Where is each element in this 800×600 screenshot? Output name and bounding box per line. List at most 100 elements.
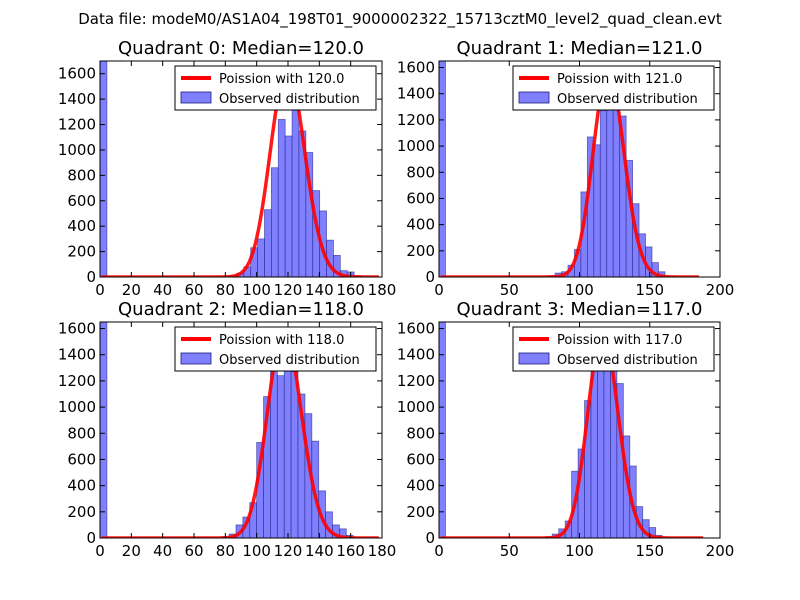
- x-tick-label: 60: [184, 281, 203, 299]
- x-tick-label: 0: [95, 542, 105, 560]
- y-tick-label: 0: [425, 529, 435, 547]
- legend-label-observed: Observed distribution: [219, 353, 360, 368]
- histogram-bar: [593, 144, 601, 277]
- histogram-bar: [338, 528, 347, 538]
- y-tick-label: 600: [406, 450, 435, 468]
- legend-bar-swatch: [518, 91, 550, 104]
- y-tick-label: 400: [67, 477, 96, 495]
- legend: Poission with 118.0 Observed distribution: [174, 326, 377, 372]
- x-tick-label: 40: [153, 542, 172, 560]
- y-tick-label: 800: [67, 424, 96, 442]
- x-tick-label: 140: [305, 542, 334, 560]
- y-tick-label: 0: [86, 529, 96, 547]
- y-tick-label: 1000: [58, 398, 96, 416]
- y-tick-label: 1000: [397, 137, 435, 155]
- legend-bar-swatch: [180, 352, 212, 365]
- poisson-curve: [101, 67, 380, 277]
- legend: Poission with 120.0 Observed distribution: [174, 65, 377, 111]
- panel-quadrant-0: Quadrant 0: Median=120.00 20 40 60 80 100 120 1…: [58, 38, 397, 299]
- panel-quadrant-1: Quadrant 1: Median=121.0 0 50 100 150 200 0 200…: [397, 38, 735, 299]
- y-tick-label: 800: [406, 424, 435, 442]
- plot-area: [100, 322, 380, 538]
- panel-quadrant-2: Quadrant 2: Median=118.00 20 40 60 80 100 120 1…: [58, 299, 397, 560]
- y-tick-label: 600: [67, 192, 96, 210]
- x-tick-label: 150: [635, 281, 664, 299]
- x-tick-label: 40: [153, 281, 172, 299]
- x-tick-label: 180: [368, 281, 397, 299]
- x-tick-label: 100: [565, 281, 594, 299]
- histogram-bar: [290, 371, 299, 538]
- x-tick-label: 180: [368, 542, 397, 560]
- x-tick-label: 0: [95, 281, 105, 299]
- legend-label-observed: Observed distribution: [219, 92, 360, 107]
- plot-area: [100, 61, 380, 277]
- y-tick-label: 800: [67, 166, 96, 184]
- legend-label-poisson: Poission with 117.0: [557, 333, 682, 348]
- x-tick-label: 0: [434, 281, 444, 299]
- x-tick-label: 60: [184, 542, 203, 560]
- legend-label-observed: Observed distribution: [557, 92, 698, 107]
- y-tick-label: 200: [406, 503, 435, 521]
- x-tick-label: 100: [242, 281, 271, 299]
- histogram-bar: [599, 110, 608, 277]
- panel-title: Quadrant 3: Median=117.0: [457, 299, 703, 320]
- histogram-bar: [597, 366, 605, 538]
- panel-title: Quadrant 1: Median=121.0: [457, 38, 703, 59]
- x-tick-label: 160: [336, 542, 365, 560]
- histogram-bar: [283, 350, 292, 538]
- histogram-bar: [648, 527, 657, 538]
- y-tick-label: 1400: [397, 346, 435, 364]
- panel-title: Quadrant 2: Median=118.0: [118, 299, 364, 320]
- x-tick-label: 20: [122, 542, 141, 560]
- y-tick-label: 1200: [58, 116, 96, 134]
- y-tick-label: 1000: [58, 141, 96, 159]
- y-tick-label: 600: [406, 189, 435, 207]
- histogram-bar: [284, 135, 293, 277]
- poisson-curve: [101, 329, 380, 538]
- panel-quadrant-3: Quadrant 3: Median=117.0 0 50 100 150 200 0 200…: [397, 299, 735, 560]
- x-tick-label: 160: [336, 281, 365, 299]
- x-tick-label: 80: [216, 542, 235, 560]
- x-tick-label: 120: [274, 281, 303, 299]
- histogram-bar: [257, 238, 265, 277]
- y-tick-label: 1600: [58, 320, 96, 338]
- histogram-bar: [277, 119, 286, 277]
- histogram-bar: [270, 167, 279, 277]
- panels: Quadrant 0: Median=120.00 20 40 60 80 100 120 1…: [58, 38, 735, 560]
- x-tick-label: 100: [242, 542, 271, 560]
- legend: Poission with 121.0 Observed distribution: [512, 65, 715, 111]
- x-tick-label: 200: [706, 281, 735, 299]
- x-tick-label: 0: [434, 542, 444, 560]
- x-tick-label: 150: [635, 542, 664, 560]
- poisson-curve: [440, 69, 700, 277]
- y-tick-label: 1000: [397, 398, 435, 416]
- y-tick-label: 1600: [397, 320, 435, 338]
- x-tick-label: 50: [500, 542, 519, 560]
- y-tick-label: 400: [67, 217, 96, 235]
- axes-frame: [99, 60, 383, 278]
- legend-label-poisson: Poission with 118.0: [219, 333, 344, 348]
- legend-bar-swatch: [518, 352, 550, 365]
- y-tick-label: 400: [406, 477, 435, 495]
- y-tick-label: 1400: [58, 346, 96, 364]
- x-tick-label: 140: [305, 281, 334, 299]
- histogram-bar: [100, 322, 108, 538]
- y-tick-label: 200: [67, 243, 96, 261]
- y-tick-label: 1600: [58, 65, 96, 83]
- y-tick-label: 1600: [397, 59, 435, 77]
- axes-frame: [99, 321, 383, 539]
- legend-bar-swatch: [180, 91, 212, 104]
- plot-area: [439, 322, 704, 538]
- y-tick-label: 200: [67, 503, 96, 521]
- figure-suptitle: Data file: modeM0/AS1A04_198T01_90000023…: [78, 10, 722, 29]
- x-tick-label: 120: [274, 542, 303, 560]
- plot-area: [439, 61, 700, 277]
- legend-label-observed: Observed distribution: [557, 353, 698, 368]
- y-tick-label: 400: [406, 216, 435, 234]
- legend: Poission with 117.0 Observed distribution: [512, 326, 715, 372]
- y-tick-label: 0: [86, 268, 96, 286]
- y-tick-label: 800: [406, 163, 435, 181]
- y-tick-label: 1200: [397, 111, 435, 129]
- histogram-bar: [276, 375, 285, 538]
